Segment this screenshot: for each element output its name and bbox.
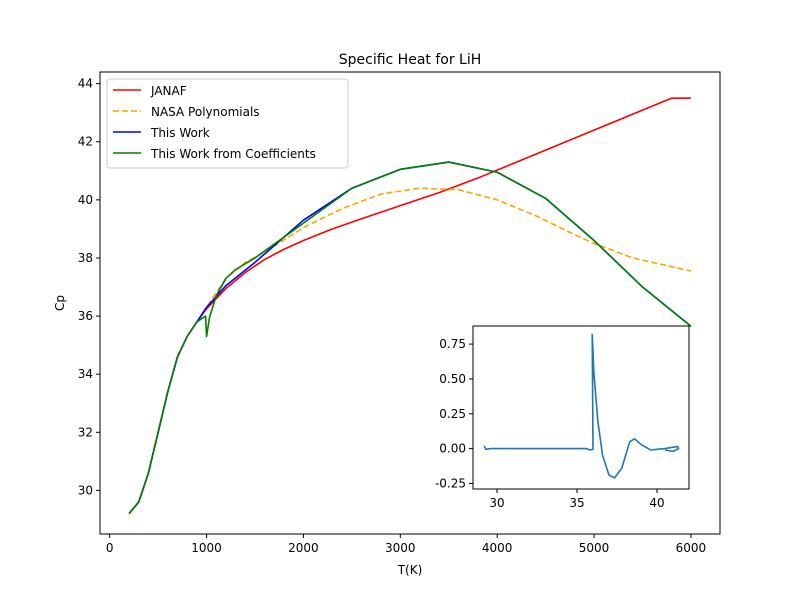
main-x-tick-label: 6000 (676, 541, 707, 555)
legend-label-this-work: This Work (150, 126, 210, 140)
inset-series-1 (483, 333, 680, 479)
legend-label-janaf: JANAF (150, 84, 187, 98)
inset-y-tick-label: 0.00 (439, 442, 466, 456)
main-axes-frame (99, 71, 721, 535)
inset-x-ticks: 30 35 40 (489, 489, 665, 510)
legend-box (106, 78, 349, 169)
main-y-tick-label: 42 (78, 135, 93, 149)
main-y-tick-label: 36 (78, 309, 93, 323)
main-x-tick-label: 5000 (579, 541, 610, 555)
main-x-tick-label: 0 (106, 541, 114, 555)
main-x-tick-label: 3000 (385, 541, 416, 555)
main-y-tick-label: 30 (78, 483, 93, 497)
legend: JANAF NASA Polynomials This Work This Wo… (106, 78, 349, 169)
inset-axes: 30 35 40 -0.25 0.00 0.25 0.50 0.75 (435, 325, 690, 510)
main-series-group (128, 97, 692, 515)
legend-label-nasa: NASA Polynomials (151, 105, 260, 119)
main-x-tick-label: 2000 (288, 541, 319, 555)
inset-x-tick-label: 35 (569, 496, 584, 510)
main-x-tick-label: 4000 (482, 541, 513, 555)
chart-title: Specific Heat for LiH (339, 52, 482, 68)
inset-y-tick-label: -0.25 (435, 476, 466, 490)
main-y-tick-label: 44 (78, 77, 93, 91)
inset-x-tick-label: 30 (489, 496, 504, 510)
main-y-tick-label: 34 (78, 367, 93, 381)
x-axis-label: T(K) (397, 563, 423, 577)
inset-axes-frame (472, 325, 690, 490)
main-y-ticks: 30 32 34 36 38 40 42 44 (78, 77, 100, 497)
main-x-tick-label: 1000 (191, 541, 222, 555)
main-x-ticks: 0 1000 2000 3000 4000 5000 6000 (106, 534, 706, 555)
main-y-tick-label: 38 (78, 251, 93, 265)
inset-plot-area (473, 326, 689, 489)
main-y-tick-label: 32 (78, 425, 93, 439)
legend-label-coefficients: This Work from Coefficients (150, 147, 316, 161)
y-axis-label: Cp (53, 295, 67, 311)
main-y-tick-label: 40 (78, 193, 93, 207)
inset-series-group (483, 333, 680, 479)
inset-y-tick-label: 0.50 (439, 372, 466, 386)
inset-y-ticks: -0.25 0.00 0.25 0.50 0.75 (435, 337, 473, 490)
inset-x-tick-label: 40 (649, 496, 664, 510)
inset-y-tick-label: 0.25 (439, 407, 466, 421)
main-series-this-work-from-coefficients (128, 161, 692, 515)
inset-y-tick-label: 0.75 (439, 337, 466, 351)
